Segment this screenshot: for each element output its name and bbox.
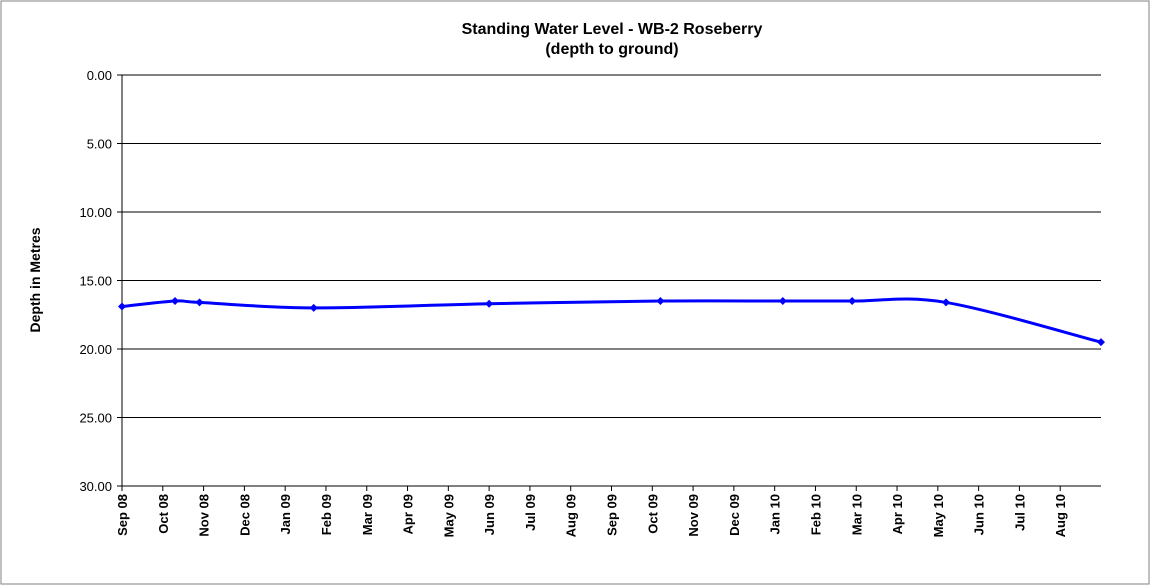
- marker: [1097, 338, 1105, 347]
- x-tick-label: Mar 09: [360, 494, 375, 535]
- marker: [195, 298, 204, 307]
- y-axis-label: Depth in Metres: [27, 227, 43, 332]
- chart-title: Standing Water Level - WB-2 Roseberry: [462, 21, 763, 38]
- x-tick-label: Jun 10: [972, 494, 987, 535]
- marker: [848, 297, 857, 306]
- marker: [171, 297, 180, 306]
- x-tick-label: Nov 09: [686, 494, 701, 537]
- x-tick-label: Aug 09: [564, 494, 579, 537]
- y-tick-label: 30.00: [79, 479, 112, 494]
- x-tick-label: Aug 10: [1053, 494, 1068, 537]
- x-tick-label: Jan 10: [768, 494, 783, 534]
- x-tick-label: Jan 09: [278, 494, 293, 534]
- marker: [941, 298, 950, 307]
- marker: [656, 297, 665, 306]
- x-tick-label: Mar 10: [849, 494, 864, 535]
- x-tick-label: Feb 10: [808, 494, 823, 535]
- x-tick-label: Sep 08: [115, 494, 130, 536]
- x-tick-label: Dec 08: [237, 494, 252, 536]
- x-tick-label: Apr 09: [401, 494, 416, 534]
- x-tick-label: Apr 10: [890, 494, 905, 534]
- y-tick-label: 25.00: [79, 411, 112, 426]
- y-tick-label: 0.00: [87, 68, 112, 83]
- x-tick-label: Jun 09: [482, 494, 497, 535]
- x-tick-label: Nov 08: [197, 494, 212, 537]
- x-tick-label: May 09: [441, 494, 456, 537]
- x-tick-label: Sep 09: [605, 494, 620, 536]
- y-tick-label: 15.00: [79, 274, 112, 289]
- y-tick-label: 5.00: [87, 137, 112, 152]
- x-tick-label: Oct 08: [156, 494, 171, 534]
- x-tick-label: Oct 09: [645, 494, 660, 534]
- x-tick-label: Feb 09: [319, 494, 334, 535]
- x-tick-label: Jul 09: [523, 494, 538, 531]
- x-tick-label: Dec 09: [727, 494, 742, 536]
- y-tick-label: 20.00: [79, 342, 112, 357]
- marker: [778, 297, 787, 306]
- y-tick-label: 10.00: [79, 205, 112, 220]
- marker: [485, 299, 494, 308]
- chart-subtitle: (depth to ground): [545, 41, 678, 58]
- marker: [309, 303, 318, 312]
- marker: [118, 302, 126, 311]
- x-tick-label: Jul 10: [1012, 494, 1027, 531]
- x-tick-label: May 10: [931, 494, 946, 537]
